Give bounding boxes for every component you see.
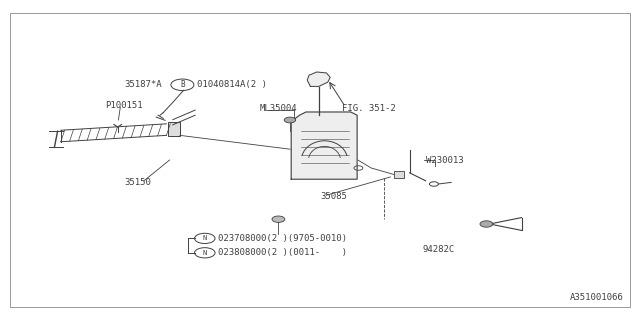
Text: W230013: W230013 <box>426 156 463 164</box>
Text: B: B <box>180 80 185 89</box>
Text: 35150: 35150 <box>125 178 152 187</box>
Text: 01040814A(2 ): 01040814A(2 ) <box>197 80 267 89</box>
Text: 35187*A: 35187*A <box>125 80 163 89</box>
Text: N: N <box>203 236 207 241</box>
Text: ML35004: ML35004 <box>259 104 297 113</box>
Bar <box>168 122 180 136</box>
Text: 023808000(2 )(0011-    ): 023808000(2 )(0011- ) <box>218 248 347 257</box>
Text: 94282C: 94282C <box>422 245 454 254</box>
Circle shape <box>480 221 493 227</box>
Bar <box>394 171 404 178</box>
Text: N: N <box>203 250 207 256</box>
FancyBboxPatch shape <box>10 13 630 307</box>
Circle shape <box>284 117 296 123</box>
Text: FIG. 351-2: FIG. 351-2 <box>342 104 396 113</box>
Polygon shape <box>291 112 357 179</box>
Text: P100151: P100151 <box>106 101 143 110</box>
Text: A351001066: A351001066 <box>570 293 624 302</box>
Polygon shape <box>307 72 330 86</box>
Text: 35085: 35085 <box>320 192 347 201</box>
Text: 023708000(2 )(9705-0010): 023708000(2 )(9705-0010) <box>218 234 347 243</box>
Circle shape <box>272 216 285 222</box>
